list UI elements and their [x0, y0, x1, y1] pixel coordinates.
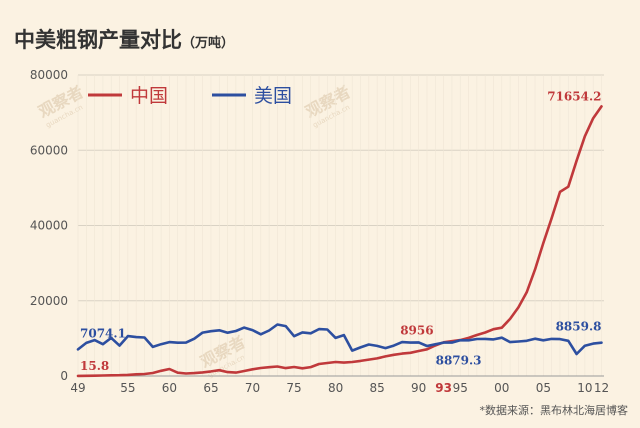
y-tick-label: 40000	[30, 219, 68, 233]
legend-label: 中国	[130, 85, 168, 107]
data-label: 15.8	[80, 359, 109, 373]
x-tick-label: 95	[453, 381, 468, 395]
y-tick-label: 0	[60, 369, 68, 383]
series-line-china	[76, 105, 603, 378]
x-tick-label: 90	[411, 381, 426, 395]
series-line-usa	[76, 323, 603, 356]
data-label: 71654.2	[547, 89, 601, 103]
chart-title-text: 中美粗钢产量对比	[14, 28, 182, 52]
x-tick-label: 10	[577, 381, 592, 395]
x-tick-label: 60	[162, 381, 177, 395]
x-tick-label: 65	[203, 381, 218, 395]
data-label: 7074.1	[80, 326, 126, 340]
grid	[77, 74, 604, 376]
y-tick-label: 80000	[30, 68, 68, 82]
chart-unit: （万吨）	[182, 36, 235, 51]
x-tick-label: 85	[370, 381, 385, 395]
y-tick-label: 60000	[30, 143, 68, 157]
series-lines	[76, 105, 603, 378]
data-label: 8879.3	[436, 354, 482, 368]
x-tick-label: 05	[536, 381, 551, 395]
x-tick-label: 55	[120, 381, 135, 395]
x-tick-label: 80	[328, 381, 343, 395]
x-tick-label: 49	[70, 381, 85, 395]
legend-label: 美国	[254, 85, 292, 107]
x-tick-label: 75	[286, 381, 301, 395]
x-tick-label: 70	[245, 381, 260, 395]
legend: 中国 美国	[88, 85, 292, 107]
data-labels: 15.8 7074.1 8956 8879.3 71654.2 8859.8	[80, 89, 602, 373]
data-label: 8859.8	[556, 320, 602, 334]
axes: 0 20000 40000 60000 80000 49 55 60 65 70 75 80 85 90 9…	[30, 68, 609, 395]
x-tick-label: 12	[594, 381, 609, 395]
x-tick-label: 93	[435, 381, 452, 395]
chart-title: 中美粗钢产量对比（万吨）	[14, 24, 234, 54]
x-tick-label: 00	[494, 381, 509, 395]
y-tick-label: 20000	[30, 294, 68, 308]
data-source: *数据来源：黑布林北海居博客	[479, 404, 629, 417]
data-label: 8956	[400, 323, 433, 337]
